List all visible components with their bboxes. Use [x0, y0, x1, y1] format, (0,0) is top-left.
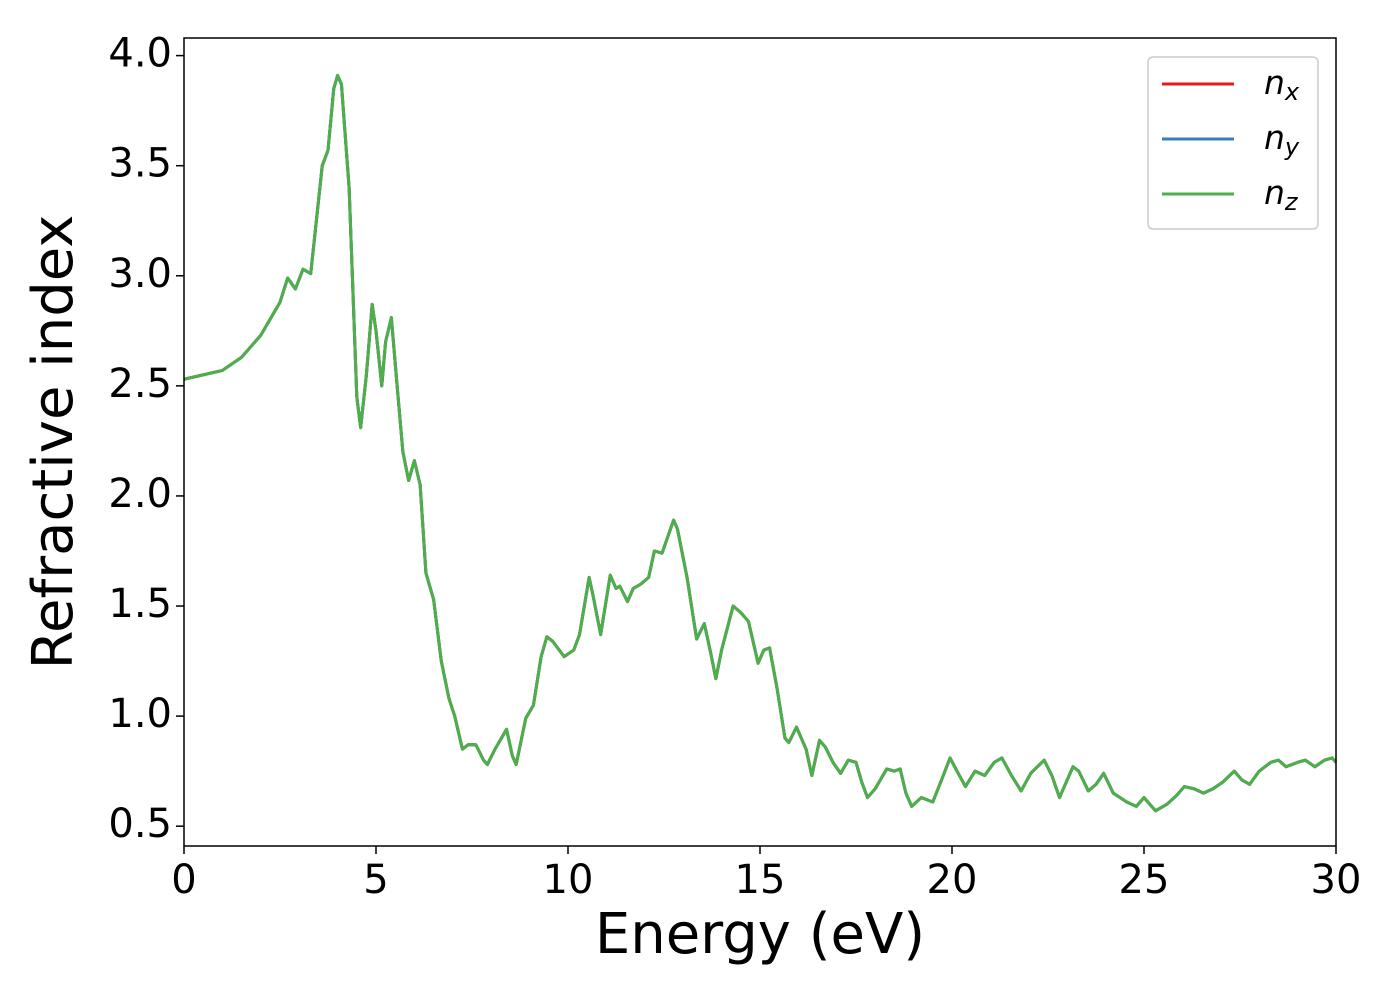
y-tick-label: 1.0: [108, 691, 172, 737]
legend-label: ny: [1264, 118, 1300, 162]
y-tick-label: 3.5: [108, 141, 172, 187]
y-tick-label: 2.5: [108, 361, 172, 407]
y-tick-label: 2.0: [108, 471, 172, 517]
x-axis-label: Energy (eV): [595, 902, 925, 967]
x-tick-label: 30: [1311, 857, 1362, 903]
y-axis-label: Refractive index: [21, 215, 86, 670]
y-tick-label: 0.5: [108, 801, 172, 847]
y-tick-label: 1.5: [108, 581, 172, 627]
x-tick-label: 20: [927, 857, 978, 903]
legend-label: nz: [1264, 173, 1299, 217]
x-tick-label: 5: [363, 857, 388, 903]
x-tick-label: 10: [543, 857, 594, 903]
plot-frame: [183, 37, 1337, 847]
series-line: [183, 73, 1338, 813]
x-tick-label: 0: [171, 857, 196, 903]
x-tick-label: 25: [1119, 857, 1170, 903]
legend-label: nx: [1264, 63, 1300, 107]
legend-box: [1147, 56, 1319, 230]
y-tick-label: 4.0: [108, 31, 172, 77]
x-tick-label: 15: [735, 857, 786, 903]
y-tick-label: 3.0: [108, 251, 172, 297]
